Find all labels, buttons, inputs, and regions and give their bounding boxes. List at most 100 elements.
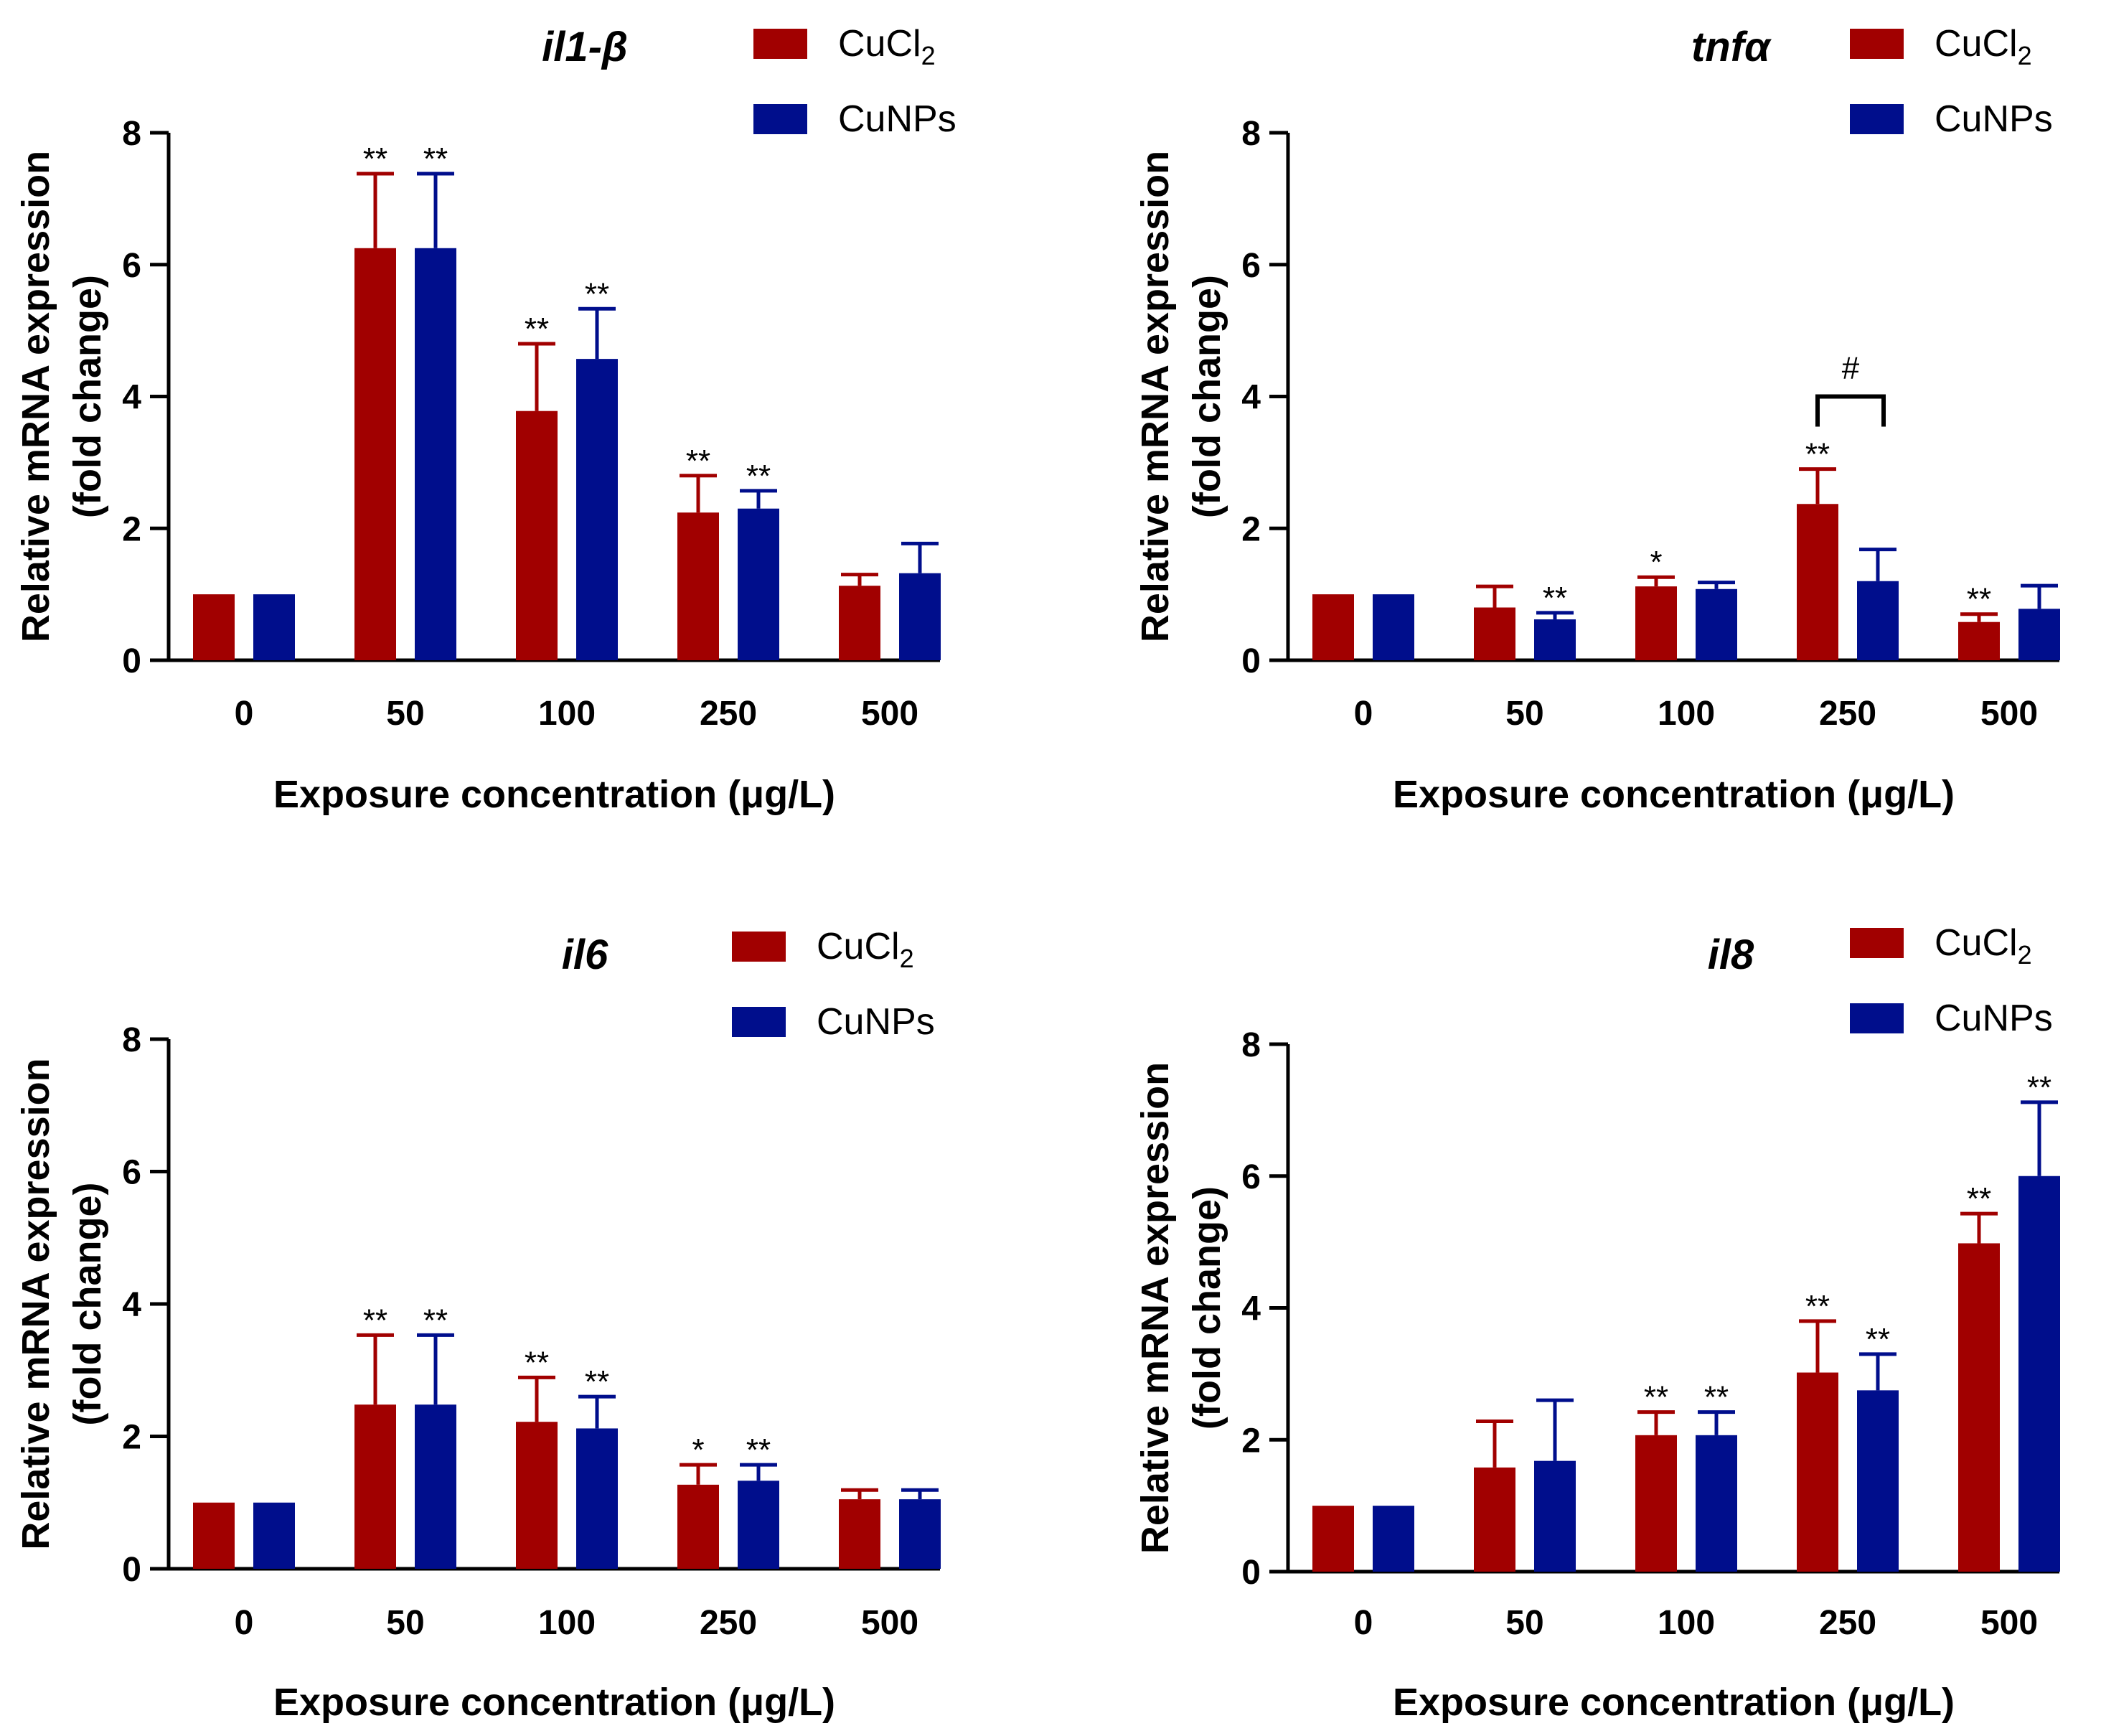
il1b-bar-cunps-0: [253, 594, 295, 660]
il1b-legend-swatch-cucl2: [753, 29, 807, 59]
il6-x-tick-label: 100: [538, 1604, 596, 1642]
il1b-x-tick-label: 100: [538, 695, 596, 733]
il1b-bar-cucl2-0: [193, 594, 235, 660]
tnfa-sig-cucl2-100: *: [1650, 545, 1662, 580]
il1b-sig-cucl2-250: **: [686, 444, 710, 479]
tnfa-bar-cucl2-100: [1635, 586, 1677, 660]
tnfa-y-tick-label: 2: [1241, 510, 1261, 548]
il1b-x-label: Exposure concentration (μg/L): [273, 773, 835, 816]
tnfa-legend-label-cucl2: CuCl2: [1935, 23, 2032, 70]
il6-bar-cunps-500: [899, 1499, 941, 1569]
tnfa-bracket: [1815, 394, 1886, 427]
il6-bar-cunps-0: [253, 1502, 295, 1569]
il6-bar-cucl2-50: [354, 1404, 396, 1569]
tnfa-bar-cunps-50: [1534, 619, 1576, 660]
tnfa-bar-cucl2-250: [1797, 504, 1838, 660]
il8-y-tick-label: 0: [1241, 1554, 1261, 1592]
il8-bar-cunps-500: [2018, 1176, 2060, 1572]
il6-y-label-line1: Relative mRNA expression: [14, 1058, 57, 1549]
tnfa-y-tick-label: 6: [1241, 247, 1261, 285]
panel-il6: il6 CuCl2 CuNPs 0 2 4 6 8 Relative mRNA expressi…: [14, 926, 941, 1724]
il6-y-tick-label: 8: [122, 1021, 141, 1059]
il1b-bar-cucl2-500: [839, 586, 880, 660]
il6-bar-cunps-250: [738, 1481, 779, 1569]
tnfa-bar-cunps-500: [2018, 609, 2060, 660]
il8-y-tick-label: 2: [1241, 1422, 1261, 1460]
tnfa-sig-cucl2-500: **: [1967, 582, 1991, 617]
il6-y-tick-label: 4: [122, 1286, 141, 1324]
il1b-sig-cunps-100: **: [585, 276, 609, 311]
il1b-bar-cucl2-50: [354, 248, 396, 660]
il6-sig-cunps-100: **: [585, 1364, 609, 1399]
il1b-legend-label-cunps: CuNPs: [838, 98, 957, 140]
tnfa-legend-swatch-cucl2: [1850, 29, 1904, 59]
il8-bar-cucl2-250: [1797, 1372, 1838, 1572]
il1b-sig-cunps-250: **: [746, 459, 771, 494]
tnfa-bracket-label: #: [1842, 351, 1860, 386]
il1b-legend-swatch-cunps: [753, 104, 807, 134]
tnfa-sig-cucl2-250: **: [1805, 437, 1830, 472]
il1b-x-tick-label: 250: [700, 695, 757, 733]
il8-legend-label-cunps: CuNPs: [1935, 998, 2053, 1039]
il6-bar-cucl2-250: [677, 1484, 719, 1569]
il6-y-tick-label: 2: [122, 1419, 141, 1457]
il6-sig-cunps-250: **: [746, 1432, 771, 1468]
il8-bar-cucl2-0: [1312, 1506, 1354, 1572]
tnfa-y-label-line1: Relative mRNA expression: [1134, 151, 1177, 642]
il6-y-label-line2: (fold change): [66, 1183, 109, 1426]
il1b-bar-cucl2-250: [677, 512, 719, 660]
panel-il8: il8 CuCl2 CuNPs 0 2 4 6 8 Relative mRNA expressi…: [1134, 922, 2060, 1724]
il1b-bar-cunps-100: [576, 359, 618, 660]
panel-il1b: il1-β CuCl2 CuNPs 0 2 4 6 8 Relative mRNA expres…: [14, 23, 957, 816]
il1b-sig-cucl2-100: **: [525, 311, 549, 347]
il6-legend-swatch-cucl2: [732, 932, 786, 962]
tnfa-x-tick-label: 0: [1354, 695, 1373, 733]
il8-bar-cucl2-500: [1958, 1243, 2000, 1572]
il6-sig-cucl2-100: **: [525, 1345, 549, 1380]
il1b-x-tick-label: 50: [386, 695, 424, 733]
il6-sig-cunps-50: **: [423, 1303, 448, 1338]
tnfa-y-label-line2: (fold change): [1185, 275, 1228, 518]
il1b-x-tick-label: 0: [235, 695, 254, 733]
panel-tnfa: tnfα CuCl2 CuNPs 0 2 4 6 8 Relative mRNA express…: [1134, 23, 2060, 816]
tnfa-bar-cunps-0: [1373, 594, 1414, 660]
il8-x-label: Exposure concentration (μg/L): [1393, 1681, 1955, 1724]
il8-title: il8: [1708, 932, 1754, 978]
il1b-y-tick-label: 6: [122, 247, 141, 285]
il6-bar-cunps-100: [576, 1428, 618, 1569]
il6-legend-label-cunps: CuNPs: [817, 1001, 935, 1043]
il1b-y-tick-label: 8: [122, 115, 141, 153]
il6-bar-cucl2-500: [839, 1499, 880, 1569]
il6-sig-cucl2-50: **: [363, 1303, 387, 1338]
il8-y-tick-label: 6: [1241, 1158, 1261, 1196]
il1b-x-tick-label: 500: [861, 695, 918, 733]
tnfa-y-tick-label: 0: [1241, 642, 1261, 680]
tnfa-bar-cucl2-50: [1474, 607, 1515, 660]
il8-y-label-line2: (fold change): [1185, 1186, 1228, 1430]
il8-sig-cucl2-500: **: [1967, 1181, 1991, 1216]
il6-x-label: Exposure concentration (μg/L): [273, 1681, 835, 1724]
il8-bar-cucl2-50: [1474, 1467, 1515, 1572]
tnfa-x-tick-label: 50: [1505, 695, 1543, 733]
il6-x-tick-label: 50: [386, 1604, 424, 1642]
il8-sig-cucl2-100: **: [1644, 1380, 1668, 1415]
il8-legend-swatch-cucl2: [1850, 928, 1904, 958]
il1b-bar-cucl2-100: [516, 410, 558, 660]
il6-bar-cucl2-100: [516, 1422, 558, 1569]
il1b-legend-label-cucl2: CuCl2: [838, 23, 936, 70]
il6-bar-cunps-50: [415, 1404, 456, 1569]
tnfa-legend-label-cunps: CuNPs: [1935, 98, 2053, 140]
il8-y-label-line1: Relative mRNA expression: [1134, 1062, 1177, 1554]
il8-x-tick-label: 50: [1505, 1604, 1543, 1642]
tnfa-bar-cucl2-0: [1312, 594, 1354, 660]
il8-x-tick-label: 500: [1980, 1604, 2038, 1642]
tnfa-x-tick-label: 100: [1658, 695, 1715, 733]
il8-sig-cunps-500: **: [2027, 1070, 2051, 1105]
il1b-title: il1-β: [542, 24, 628, 70]
il8-bar-cunps-100: [1696, 1435, 1737, 1572]
il1b-bar-cunps-500: [899, 573, 941, 660]
il8-bar-cunps-250: [1857, 1390, 1899, 1572]
il1b-y-tick-label: 0: [122, 642, 141, 680]
il8-y-tick-label: 4: [1241, 1290, 1261, 1328]
